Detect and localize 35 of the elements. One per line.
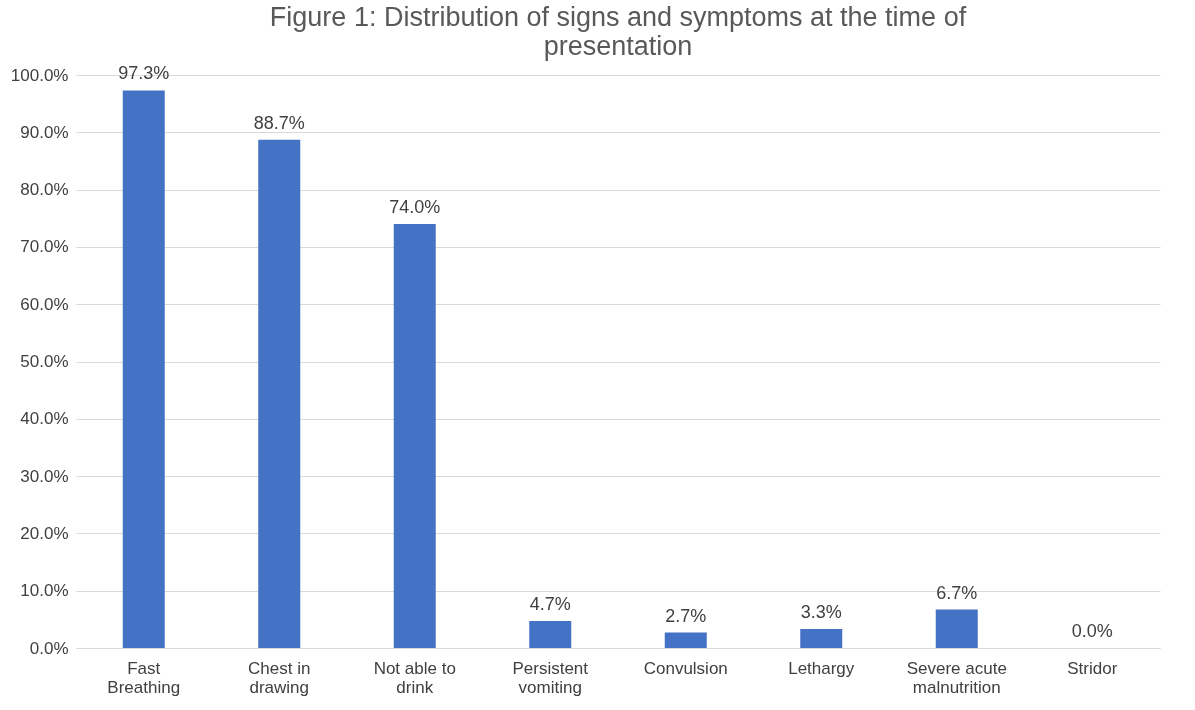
- x-tick-label: Not able to drink: [373, 658, 456, 697]
- x-tick-label: Chest in drawing: [248, 658, 311, 697]
- y-tick-label: 0.0%: [29, 638, 69, 658]
- y-tick-label: 80.0%: [20, 180, 69, 200]
- data-label: 6.7%: [936, 582, 978, 603]
- y-tick-label: 90.0%: [20, 122, 69, 142]
- y-tick-label: 70.0%: [20, 237, 69, 257]
- data-label: 0.0%: [1071, 621, 1113, 641]
- y-tick-label: 10.0%: [20, 581, 69, 601]
- x-tick-label: Severe acute malnutrition: [906, 658, 1007, 697]
- y-tick-label: 40.0%: [20, 409, 69, 429]
- data-label: 88.7%: [253, 112, 305, 133]
- data-label: 2.7%: [665, 605, 707, 626]
- x-tick-label: Persistent vomiting: [512, 658, 589, 697]
- x-tick-label: Convulsion: [643, 658, 728, 678]
- x-tick-label: Fast Breathing: [107, 658, 181, 697]
- x-tick-label: Stridor: [1067, 658, 1118, 678]
- y-tick-label: 20.0%: [20, 523, 69, 543]
- data-label: 74.0%: [389, 196, 441, 217]
- y-tick-label: 30.0%: [20, 466, 69, 486]
- chart-title: Figure 1: Distribution of signs and symptoms at the time of presentation: [269, 2, 967, 62]
- data-label: 3.3%: [800, 602, 842, 623]
- bar: [122, 90, 165, 648]
- data-label: 4.7%: [529, 594, 571, 615]
- data-label: 97.3%: [118, 63, 170, 84]
- y-tick-label: 50.0%: [20, 352, 69, 371]
- y-tick-label: 60.0%: [20, 294, 69, 314]
- bar: [258, 139, 301, 648]
- bar: [393, 223, 436, 648]
- bar: [935, 609, 978, 648]
- bar: [800, 629, 843, 648]
- bar: [664, 632, 707, 648]
- bar: [529, 621, 572, 648]
- y-tick-label: 100.0%: [10, 65, 69, 85]
- x-tick-label: Lethargy: [788, 658, 855, 678]
